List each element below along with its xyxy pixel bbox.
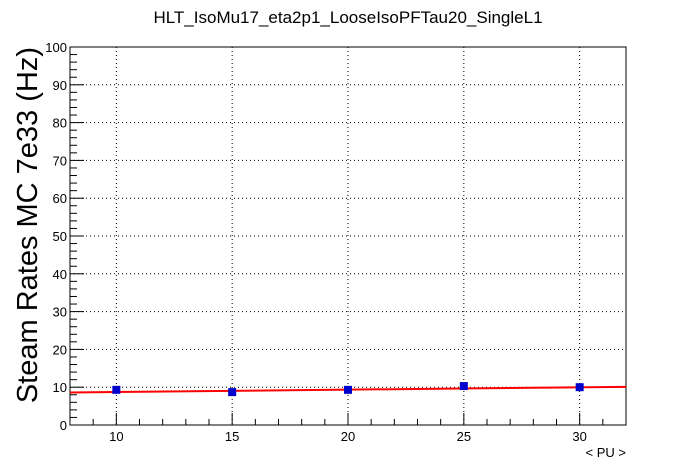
y-tick-label: 0 — [60, 418, 67, 433]
y-tick-label: 60 — [53, 191, 67, 206]
x-tick-label: 25 — [457, 429, 471, 444]
y-tick-label: 40 — [53, 267, 67, 282]
x-tick-label: 30 — [572, 429, 586, 444]
y-axis-title: Steam Rates MC 7e33 (Hz) — [12, 47, 44, 403]
grid — [70, 47, 626, 425]
y-tick-label: 80 — [53, 116, 67, 131]
data-point — [112, 385, 121, 394]
x-axis-title: < PU > — [586, 445, 626, 460]
chart-title: HLT_IsoMu17_eta2p1_LooseIsoPFTau20_Singl… — [153, 8, 542, 27]
data-point — [344, 385, 352, 394]
y-tick-label: 30 — [53, 305, 67, 320]
x-tick-label: 10 — [109, 429, 123, 444]
data-points — [112, 382, 584, 397]
y-tick-label: 90 — [53, 78, 67, 93]
axis-ticks — [69, 46, 627, 426]
x-tick-label: 15 — [225, 429, 239, 444]
y-tick-label: 10 — [53, 380, 67, 395]
x-tick-label: 20 — [341, 429, 355, 444]
y-tick-label: 20 — [53, 342, 67, 357]
data-point — [575, 383, 584, 392]
y-tick-label: 70 — [53, 153, 67, 168]
y-tick-label: 100 — [45, 40, 67, 55]
data-point — [459, 382, 468, 391]
data-point — [228, 388, 237, 397]
tick-labels: 0 10 20 30 40 50 60 70 80 90 100 10 15 20 25 30 — [45, 40, 587, 444]
y-tick-label: 50 — [53, 229, 67, 244]
